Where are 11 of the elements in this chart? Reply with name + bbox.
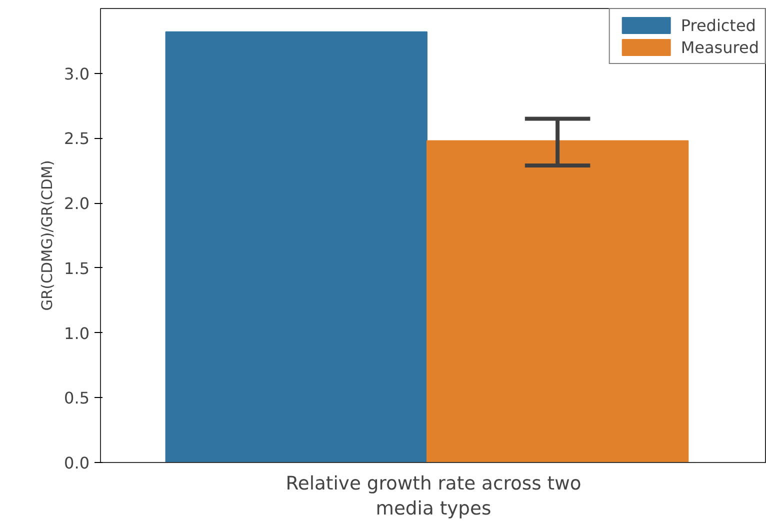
legend-label: Predicted: [680, 16, 756, 34]
x-axis-title: Relative growth rate across two media types: [286, 474, 582, 520]
y-tick-label: 2.5: [64, 129, 90, 148]
legend-label: Measured: [680, 38, 759, 56]
y-tick-label: 2.0: [64, 194, 90, 214]
y-tick-label: 0.0: [64, 454, 90, 472]
y-tick-label: 3.0: [64, 64, 90, 84]
y-axis-title: GR(CDMG)/GR(CDM): [39, 160, 56, 311]
y-tick-label: 1.0: [64, 324, 90, 343]
y-tick-label: 1.5: [64, 258, 90, 278]
y-tick-label: 0.5: [64, 388, 90, 408]
